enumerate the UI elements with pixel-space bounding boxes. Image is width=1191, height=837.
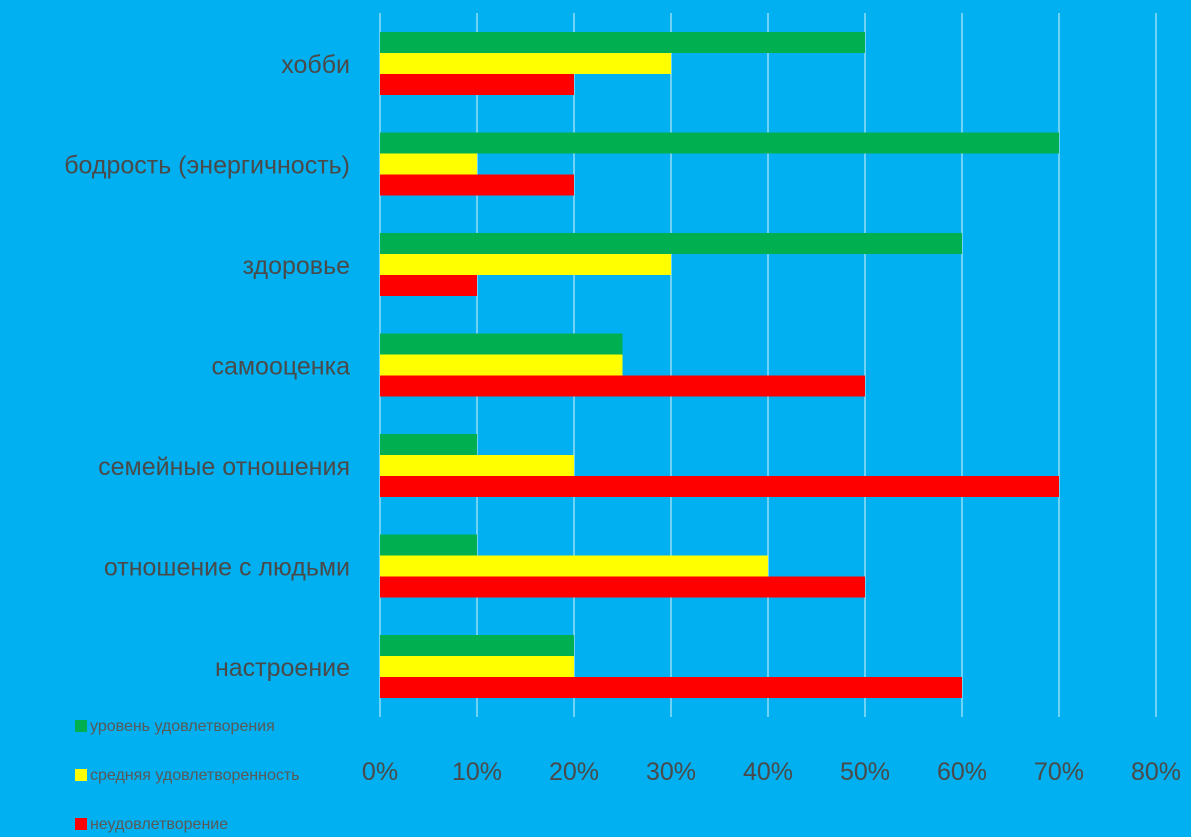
x-tick-label: 20% [549, 758, 599, 786]
bar [380, 555, 768, 577]
bar [380, 677, 962, 698]
x-tick-label: 70% [1034, 758, 1084, 786]
legend-swatch [75, 818, 87, 830]
bar [380, 53, 671, 74]
bar [380, 534, 477, 556]
x-tick-label: 0% [362, 758, 398, 786]
category-label: здоровье [243, 252, 350, 280]
bar [380, 354, 623, 376]
bar [380, 375, 865, 397]
bar [380, 74, 574, 95]
legend: уровень удовлетворения средняя удовлетвор… [75, 718, 300, 833]
category-label: хобби [281, 51, 350, 79]
category-label: отношение с людьми [104, 554, 350, 582]
bar [380, 333, 623, 355]
bar [380, 656, 574, 677]
x-tick-label: 30% [646, 758, 696, 786]
x-tick-label: 40% [743, 758, 793, 786]
bar [380, 455, 574, 476]
bar [380, 476, 1059, 497]
legend-label: средняя удовлетворенность [90, 767, 300, 784]
legend-swatch [75, 769, 87, 781]
legend-label: уровень удовлетворения [90, 718, 275, 735]
bar [380, 434, 477, 455]
x-tick-label: 80% [1131, 758, 1181, 786]
bar [380, 233, 962, 254]
bar [380, 132, 1059, 154]
bar [380, 254, 671, 275]
category-label: семейные отношения [98, 453, 350, 481]
legend-swatch [75, 720, 87, 732]
x-tick-label: 60% [937, 758, 987, 786]
bar [380, 32, 865, 53]
bar [380, 576, 865, 598]
category-label: бодрость (энергичность) [64, 152, 350, 180]
category-label: настроение [215, 654, 350, 682]
bar [380, 275, 477, 296]
bar [380, 153, 477, 175]
legend-label: неудовлетворение [90, 816, 228, 833]
x-axis-tick-labels: 0% 10% 20% 30% 40% 50% 60% 70% 80% [362, 758, 1181, 786]
bar [380, 174, 574, 196]
bar [380, 635, 574, 656]
bar-layer [380, 32, 1059, 698]
category-labels: хобби бодрость (энергичность) здоровье само… [64, 51, 350, 682]
category-label: самооценка [211, 353, 350, 381]
grid-layer [379, 13, 1157, 717]
x-tick-label: 50% [840, 758, 890, 786]
x-tick-label: 10% [452, 758, 502, 786]
